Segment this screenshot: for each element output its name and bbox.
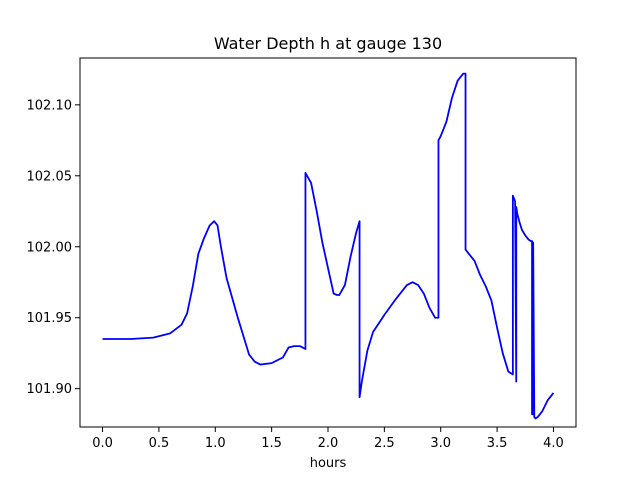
y-tick-label: 102.05: [27, 169, 73, 184]
x-tick-label: 2.0: [318, 436, 339, 451]
y-tick-label: 101.95: [27, 311, 73, 326]
x-tick-label: 3.5: [487, 436, 508, 451]
series-line-water-depth: [102, 72, 555, 420]
y-tick-label: 101.90: [27, 382, 73, 397]
x-axis-label: hours: [310, 456, 347, 471]
x-tick-label: 1.0: [205, 436, 226, 451]
y-axis: 101.90 101.95 102.00 102.05 102.10: [27, 98, 80, 397]
x-tick-label: 0.5: [149, 436, 170, 451]
y-tick-label: 102.10: [27, 98, 73, 113]
x-tick-label: 2.5: [374, 436, 395, 451]
y-tick-label: 102.00: [27, 240, 73, 255]
x-tick-label: 3.0: [430, 436, 451, 451]
chart-title: Water Depth h at gauge 130: [214, 34, 442, 53]
plot-frame: [79, 57, 577, 428]
x-tick-label: 0.0: [92, 436, 113, 451]
x-axis: 0.0 0.5 1.0 1.5 2.0 2.5 3.0 3.5 4.0: [92, 427, 564, 451]
x-tick-label: 4.0: [543, 436, 564, 451]
x-tick-label: 1.5: [261, 436, 282, 451]
plot-area: [102, 72, 555, 420]
